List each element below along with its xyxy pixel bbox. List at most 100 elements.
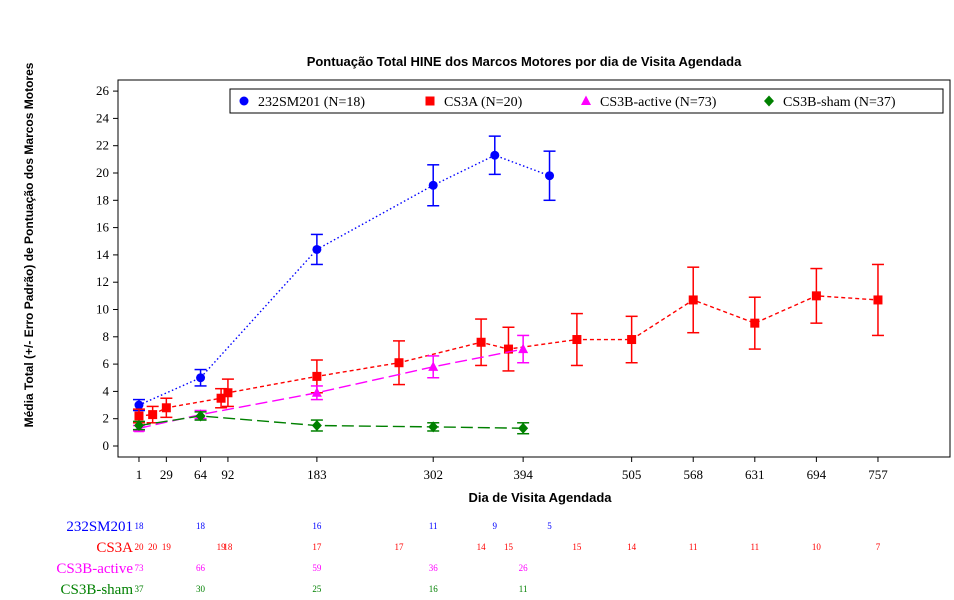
data-point [627, 335, 637, 345]
x-tick-label: 183 [307, 467, 327, 482]
at-risk-value: 16 [312, 521, 322, 531]
at-risk-value: 11 [689, 542, 698, 552]
legend-marker [425, 96, 435, 106]
data-point [312, 244, 322, 254]
at-risk-label: CS3B-sham [60, 582, 133, 598]
at-risk-value: 15 [572, 542, 582, 552]
y-tick-label: 24 [96, 110, 110, 125]
data-point [148, 410, 158, 420]
plot-frame [117, 79, 951, 458]
data-point [518, 422, 529, 434]
at-risk-value: 18 [134, 521, 144, 531]
at-risk-value: 17 [312, 542, 322, 552]
data-point [518, 343, 529, 354]
series-2 [132, 263, 884, 424]
x-tick-label: 302 [423, 467, 443, 482]
x-tick-label: 694 [807, 467, 827, 482]
data-point [476, 337, 486, 347]
data-point [428, 421, 439, 433]
x-tick-label: 1 [136, 467, 143, 482]
legend-label: CS3B-active (N=73) [600, 95, 717, 110]
at-risk-value: 15 [504, 542, 514, 552]
at-risk-label: CS3B-active [56, 561, 133, 577]
data-point [134, 411, 144, 421]
at-risk-value: 5 [547, 521, 552, 531]
legend-label: CS3B-sham (N=37) [783, 95, 896, 110]
at-risk-value: 37 [134, 584, 144, 594]
y-tick-label: 4 [103, 383, 110, 398]
series-4 [132, 410, 530, 435]
data-point [134, 400, 144, 410]
at-risk-value: 16 [429, 584, 439, 594]
x-tick-label: 92 [221, 467, 234, 482]
at-risk-value: 18 [223, 542, 233, 552]
at-risk-value: 11 [750, 542, 759, 552]
at-risk-value: 7 [876, 542, 881, 552]
data-point [311, 387, 322, 397]
at-risk-value: 19 [162, 542, 172, 552]
at-risk-value: 14 [627, 542, 637, 552]
at-risk-value: 18 [196, 521, 206, 531]
series-line [138, 154, 550, 406]
legend-marker [581, 95, 591, 105]
data-point [195, 410, 206, 422]
at-risk-label: CS3A [96, 540, 133, 556]
x-axis-label: Dia de Visita Agendada [468, 490, 612, 505]
legend: 232SM201 (N=18) CS3A (N=20) CS3B-active (N… [229, 88, 944, 114]
y-tick-label: 6 [103, 356, 110, 371]
x-tick-label: 29 [160, 467, 173, 482]
at-risk-value: 73 [134, 563, 144, 573]
at-risk-value: 10 [812, 542, 822, 552]
at-risk-value: 11 [519, 584, 528, 594]
data-point [503, 344, 513, 354]
at-risk-value: 36 [429, 563, 439, 573]
y-tick-label: 20 [96, 165, 109, 180]
at-risk-row: CS3B-active 73 66 59 36 26 [56, 561, 528, 577]
x-tick-label: 757 [868, 467, 888, 482]
x-tick-label: 568 [683, 467, 703, 482]
data-point [133, 420, 144, 432]
data-point [688, 295, 698, 305]
at-risk-value: 9 [493, 521, 498, 531]
data-point [572, 335, 582, 345]
y-tick-label: 2 [103, 411, 110, 426]
data-point [312, 371, 322, 381]
x-tick-label: 394 [513, 467, 533, 482]
y-tick-label: 14 [96, 247, 110, 262]
x-tick-label: 64 [194, 467, 208, 482]
x-tick-label: 505 [622, 467, 642, 482]
data-point [873, 295, 883, 305]
at-risk-value: 30 [196, 584, 206, 594]
data-point [490, 150, 500, 160]
legend-marker [764, 95, 774, 107]
x-tick-label: 631 [745, 467, 765, 482]
at-risk-value: 66 [196, 563, 206, 573]
y-tick-label: 16 [96, 220, 110, 235]
y-tick-label: 18 [96, 192, 109, 207]
at-risk-value: 20 [148, 542, 158, 552]
legend-label: CS3A (N=20) [444, 95, 523, 110]
at-risk-value: 11 [429, 521, 438, 531]
data-point [811, 291, 821, 301]
data-point [428, 180, 438, 190]
at-risk-row: 232SM201 18 18 16 11 9 5 [66, 519, 552, 535]
data-point [311, 420, 322, 432]
data-point [223, 388, 233, 398]
at-risk-value: 20 [134, 542, 144, 552]
at-risk-label: 232SM201 [66, 519, 133, 535]
chart-title: Pontuação Total HINE dos Marcos Motores … [307, 54, 742, 69]
data-point [161, 403, 171, 413]
data-point [216, 393, 226, 403]
series-1 [132, 135, 556, 412]
y-tick-label: 0 [103, 438, 110, 453]
y-tick-label: 8 [103, 329, 110, 344]
y-axis-label: Média Total (+/- Erro Padrão) de Pontuaç… [22, 62, 36, 427]
legend-marker [239, 96, 249, 106]
y-tick-label: 10 [96, 302, 109, 317]
data-point [196, 373, 206, 383]
y-tick-label: 12 [96, 274, 109, 289]
at-risk-value: 26 [519, 563, 529, 573]
